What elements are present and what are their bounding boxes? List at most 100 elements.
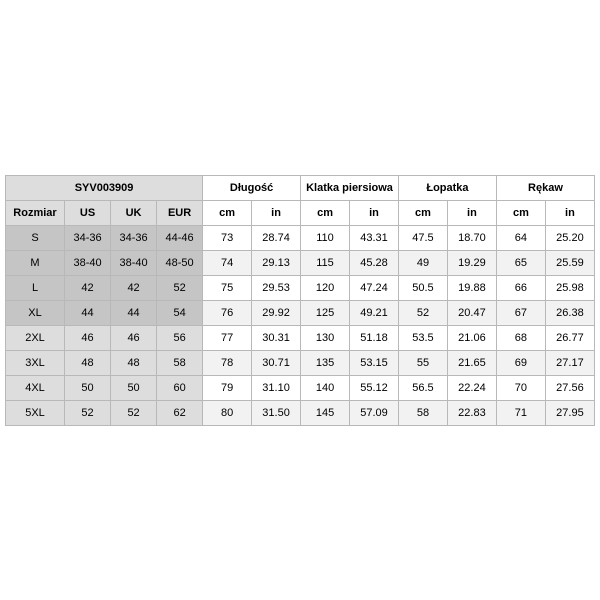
size-label: 2XL <box>6 325 65 350</box>
measure-cell: 78 <box>203 350 252 375</box>
size-eur: 48-50 <box>157 250 203 275</box>
measure-cell: 55 <box>398 350 447 375</box>
size-uk: 44 <box>111 300 157 325</box>
table-row: 3XL4848587830.7113553.155521.656927.17 <box>6 350 595 375</box>
measure-cell: 120 <box>301 275 350 300</box>
measure-cell: 19.29 <box>447 250 496 275</box>
measure-cell: 30.31 <box>252 325 301 350</box>
unit: in <box>447 200 496 225</box>
unit: cm <box>496 200 545 225</box>
measure-cell: 130 <box>301 325 350 350</box>
measure-cell: 26.77 <box>545 325 594 350</box>
measure-cell: 22.83 <box>447 400 496 425</box>
product-code-header: SYV003909 <box>6 175 203 200</box>
measure-cell: 30.71 <box>252 350 301 375</box>
size-uk: 46 <box>111 325 157 350</box>
size-label: 5XL <box>6 400 65 425</box>
measure-cell: 29.53 <box>252 275 301 300</box>
measure-cell: 80 <box>203 400 252 425</box>
measure-cell: 74 <box>203 250 252 275</box>
measure-group-3: Rękaw <box>496 175 594 200</box>
measure-cell: 47.5 <box>398 225 447 250</box>
measure-cell: 25.20 <box>545 225 594 250</box>
size-eur: 62 <box>157 400 203 425</box>
size-col-us: US <box>65 200 111 225</box>
header-row-1: SYV003909 Długość Klatka piersiowa Łopat… <box>6 175 595 200</box>
measure-cell: 66 <box>496 275 545 300</box>
unit: in <box>252 200 301 225</box>
size-eur: 56 <box>157 325 203 350</box>
measure-cell: 22.24 <box>447 375 496 400</box>
table-row: 2XL4646567730.3113051.1853.521.066826.77 <box>6 325 595 350</box>
table-row: 4XL5050607931.1014055.1256.522.247027.56 <box>6 375 595 400</box>
size-us: 48 <box>65 350 111 375</box>
measure-cell: 110 <box>301 225 350 250</box>
measure-cell: 26.38 <box>545 300 594 325</box>
size-label: 4XL <box>6 375 65 400</box>
measure-cell: 25.59 <box>545 250 594 275</box>
table-body: S34-3634-3644-467328.7411043.3147.518.70… <box>6 225 595 425</box>
measure-cell: 25.98 <box>545 275 594 300</box>
measure-cell: 29.92 <box>252 300 301 325</box>
measure-cell: 28.74 <box>252 225 301 250</box>
measure-cell: 51.18 <box>350 325 399 350</box>
table-row: 5XL5252628031.5014557.095822.837127.95 <box>6 400 595 425</box>
measure-cell: 145 <box>301 400 350 425</box>
size-us: 46 <box>65 325 111 350</box>
measure-cell: 21.65 <box>447 350 496 375</box>
measure-cell: 69 <box>496 350 545 375</box>
measure-cell: 55.12 <box>350 375 399 400</box>
measure-cell: 50.5 <box>398 275 447 300</box>
size-us: 50 <box>65 375 111 400</box>
measure-cell: 49.21 <box>350 300 399 325</box>
unit: cm <box>203 200 252 225</box>
measure-cell: 43.31 <box>350 225 399 250</box>
measure-group-0: Długość <box>203 175 301 200</box>
size-uk: 34-36 <box>111 225 157 250</box>
measure-cell: 53.15 <box>350 350 399 375</box>
measure-cell: 58 <box>398 400 447 425</box>
measure-cell: 125 <box>301 300 350 325</box>
measure-cell: 52 <box>398 300 447 325</box>
table-row: S34-3634-3644-467328.7411043.3147.518.70… <box>6 225 595 250</box>
measure-cell: 53.5 <box>398 325 447 350</box>
size-uk: 42 <box>111 275 157 300</box>
size-us: 44 <box>65 300 111 325</box>
table-row: M38-4038-4048-507429.1311545.284919.2965… <box>6 250 595 275</box>
measure-cell: 64 <box>496 225 545 250</box>
measure-group-2: Łopatka <box>398 175 496 200</box>
size-uk: 38-40 <box>111 250 157 275</box>
size-eur: 54 <box>157 300 203 325</box>
size-col-eur: EUR <box>157 200 203 225</box>
measure-cell: 73 <box>203 225 252 250</box>
table-row: L4242527529.5312047.2450.519.886625.98 <box>6 275 595 300</box>
size-label: XL <box>6 300 65 325</box>
size-uk: 50 <box>111 375 157 400</box>
size-us: 38-40 <box>65 250 111 275</box>
measure-cell: 31.50 <box>252 400 301 425</box>
measure-cell: 29.13 <box>252 250 301 275</box>
unit: cm <box>398 200 447 225</box>
measure-cell: 68 <box>496 325 545 350</box>
size-col-uk: UK <box>111 200 157 225</box>
size-eur: 58 <box>157 350 203 375</box>
measure-cell: 20.47 <box>447 300 496 325</box>
measure-cell: 27.17 <box>545 350 594 375</box>
size-uk: 52 <box>111 400 157 425</box>
measure-cell: 45.28 <box>350 250 399 275</box>
measure-cell: 47.24 <box>350 275 399 300</box>
measure-cell: 140 <box>301 375 350 400</box>
size-label: S <box>6 225 65 250</box>
measure-cell: 71 <box>496 400 545 425</box>
measure-cell: 135 <box>301 350 350 375</box>
measure-cell: 18.70 <box>447 225 496 250</box>
measure-cell: 67 <box>496 300 545 325</box>
measure-cell: 70 <box>496 375 545 400</box>
measure-cell: 21.06 <box>447 325 496 350</box>
measure-cell: 76 <box>203 300 252 325</box>
size-us: 34-36 <box>65 225 111 250</box>
measure-cell: 65 <box>496 250 545 275</box>
size-label: 3XL <box>6 350 65 375</box>
measure-cell: 115 <box>301 250 350 275</box>
size-eur: 60 <box>157 375 203 400</box>
